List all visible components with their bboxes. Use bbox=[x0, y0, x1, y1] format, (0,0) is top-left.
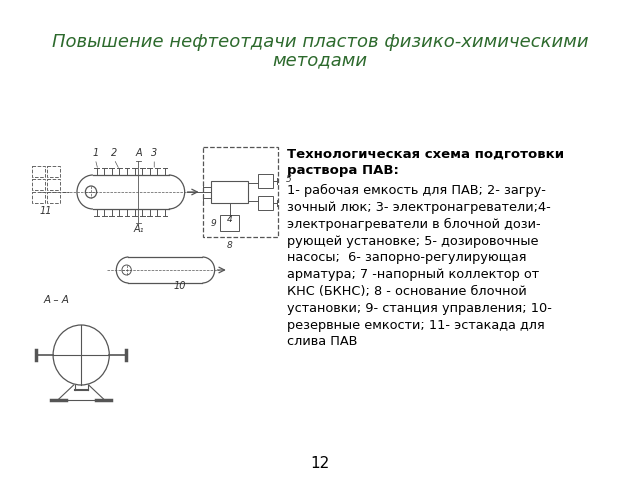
Text: 8: 8 bbox=[227, 240, 232, 250]
Bar bbox=[258, 174, 273, 188]
Bar bbox=[220, 215, 239, 231]
Text: 10: 10 bbox=[173, 281, 186, 291]
Text: 4: 4 bbox=[227, 215, 232, 224]
Bar bbox=[31, 179, 45, 190]
Text: 5: 5 bbox=[286, 175, 292, 183]
Bar bbox=[31, 166, 45, 177]
Bar bbox=[204, 147, 278, 237]
Text: 11: 11 bbox=[39, 206, 52, 216]
Bar bbox=[47, 192, 60, 203]
Circle shape bbox=[53, 325, 109, 385]
Bar bbox=[47, 166, 60, 177]
Circle shape bbox=[85, 186, 97, 198]
Text: 1: 1 bbox=[92, 148, 99, 158]
Bar bbox=[258, 196, 273, 210]
Text: 2: 2 bbox=[111, 148, 117, 158]
Text: A: A bbox=[136, 148, 143, 158]
Bar bbox=[31, 192, 45, 203]
Text: A₁: A₁ bbox=[134, 224, 145, 234]
Text: 1- рабочая емкость для ПАВ; 2- загру-
зочный люк; 3- электронагреватели;4-
элект: 1- рабочая емкость для ПАВ; 2- загру- зо… bbox=[287, 184, 552, 348]
Text: Технологическая схема подготовки
раствора ПАВ:: Технологическая схема подготовки раствор… bbox=[287, 148, 564, 177]
Text: 3: 3 bbox=[151, 148, 157, 158]
Text: 9: 9 bbox=[211, 218, 216, 228]
Text: Повышение нефтеотдачи пластов физико-химическими: Повышение нефтеотдачи пластов физико-хим… bbox=[52, 33, 588, 51]
Bar bbox=[211, 181, 248, 203]
Text: 12: 12 bbox=[310, 456, 330, 470]
Circle shape bbox=[122, 265, 131, 275]
Text: методами: методами bbox=[273, 51, 367, 69]
Text: А – А: А – А bbox=[44, 295, 70, 305]
Bar bbox=[47, 179, 60, 190]
